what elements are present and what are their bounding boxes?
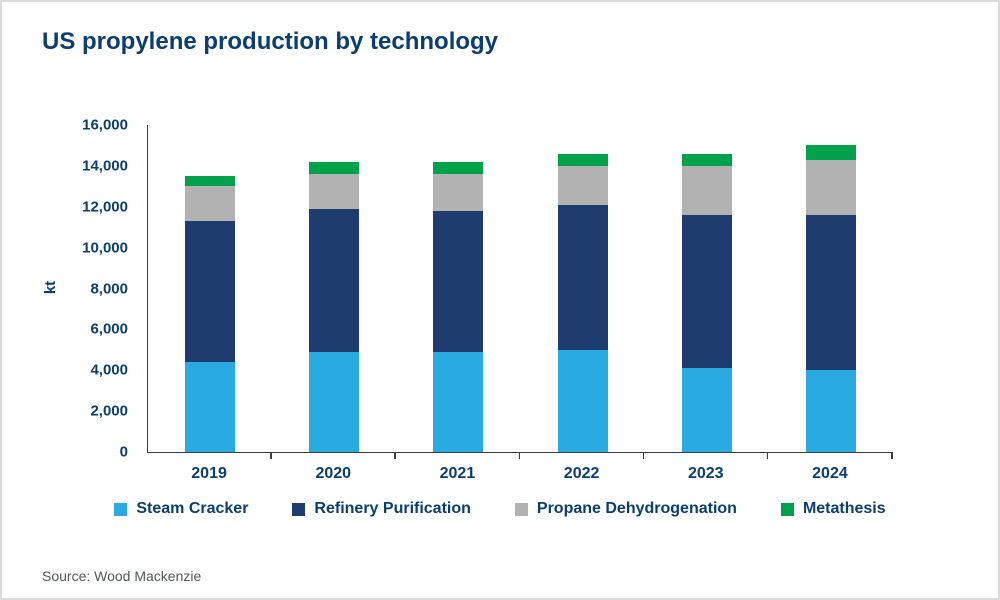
bar-segment-steam-cracker: [557, 349, 608, 452]
y-tick-label: 2,000: [90, 402, 128, 420]
y-tick-label: 10,000: [82, 239, 128, 257]
bar-segment-propane-dehydrogenation: [309, 174, 360, 209]
y-tick-label: 12,000: [82, 198, 128, 216]
legend-swatch: [114, 502, 128, 516]
bar-segment-propane-dehydrogenation: [433, 174, 484, 211]
x-axis-tick: [394, 453, 396, 459]
category-slot-2019: [148, 125, 272, 452]
bar-segment-propane-dehydrogenation: [557, 165, 608, 205]
x-axis-tick: [891, 453, 893, 459]
bar-segment-steam-cracker: [185, 362, 236, 452]
x-tick-label-2023: 2023: [687, 465, 724, 482]
bar-2023: [681, 125, 732, 452]
legend-swatch: [780, 502, 794, 516]
bar-segment-metathesis: [309, 161, 360, 175]
x-tick-label-2022: 2022: [563, 465, 600, 482]
y-tick-label: 4,000: [90, 361, 128, 379]
legend-swatch: [514, 502, 528, 516]
legend: Steam Cracker Refinery Purification Propan…: [2, 500, 998, 518]
x-tick-label-2024: 2024: [812, 465, 848, 482]
bar-segment-steam-cracker: [433, 351, 484, 452]
x-tick-label-2020: 2020: [315, 465, 352, 482]
legend-item-refinery-purification: Refinery Purification: [292, 500, 471, 518]
y-tick-label: 8,000: [90, 280, 128, 297]
x-axis-tick: [642, 453, 645, 459]
category-slot-2020: [272, 125, 396, 452]
chart-title: US propylene production by technology: [42, 28, 499, 55]
bar-segment-metathesis: [185, 176, 236, 187]
source-note: Source: Wood Mackenzie: [42, 568, 202, 584]
bar-segment-refinery-purification: [805, 214, 856, 371]
legend-label: Metathesis: [802, 500, 886, 517]
bar-segment-metathesis: [557, 153, 608, 166]
x-axis-tick: [766, 453, 769, 459]
y-tick-label: 0: [119, 443, 128, 461]
legend-label: Steam Cracker: [136, 500, 249, 517]
legend-item-propane-dehydrogenation: Propane Dehydrogenation: [514, 500, 737, 518]
bar-segment-propane-dehydrogenation: [805, 159, 856, 215]
bar-segment-metathesis: [805, 145, 856, 160]
category-slot-2024: [769, 125, 893, 452]
legend-label: Propane Dehydrogenation: [536, 500, 737, 517]
y-tick-label: 6,000: [90, 320, 128, 338]
bar-segment-steam-cracker: [681, 368, 732, 452]
bar-segment-steam-cracker: [805, 370, 856, 452]
bar-segment-propane-dehydrogenation: [185, 186, 236, 222]
category-slot-2022: [521, 125, 645, 452]
x-axis-tick: [518, 453, 520, 459]
legend-swatch: [292, 502, 306, 516]
bar-segment-refinery-purification: [185, 221, 236, 363]
bar-segment-steam-cracker: [309, 351, 360, 452]
y-tick-label: 14,000: [82, 157, 128, 175]
bar-segment-refinery-purification: [309, 208, 360, 352]
bar-segment-metathesis: [433, 161, 484, 175]
legend-label: Refinery Purification: [314, 500, 471, 517]
bar-2019: [185, 125, 236, 452]
legend-item-metathesis: Metathesis: [780, 500, 886, 518]
bar-segment-refinery-purification: [557, 204, 608, 350]
x-tick-label-2021: 2021: [439, 465, 476, 482]
bar-2024: [805, 125, 856, 452]
legend-item-steam-cracker: Steam Cracker: [114, 500, 248, 518]
bar-2021: [433, 125, 484, 452]
category-slot-2021: [396, 125, 520, 452]
bar-segment-refinery-purification: [681, 214, 732, 369]
x-tick-label-2019: 2019: [191, 465, 227, 482]
x-axis-labels: 2019 2020 2021 2022 2023 2024: [147, 453, 893, 489]
plot-area: [147, 125, 893, 453]
bar-2020: [309, 125, 360, 452]
bar-2022: [557, 125, 608, 452]
bar-segment-refinery-purification: [433, 210, 484, 352]
category-slot-2023: [645, 125, 769, 452]
bar-segment-propane-dehydrogenation: [681, 165, 732, 215]
y-tick-label: 16,000: [82, 116, 128, 134]
y-axis-tick-labels: 0 2,000 4,000 6,000 8,000 10,000 12,000 14,000 1…: [2, 117, 138, 461]
x-axis-tick: [270, 453, 272, 459]
bar-segment-metathesis: [681, 153, 732, 166]
